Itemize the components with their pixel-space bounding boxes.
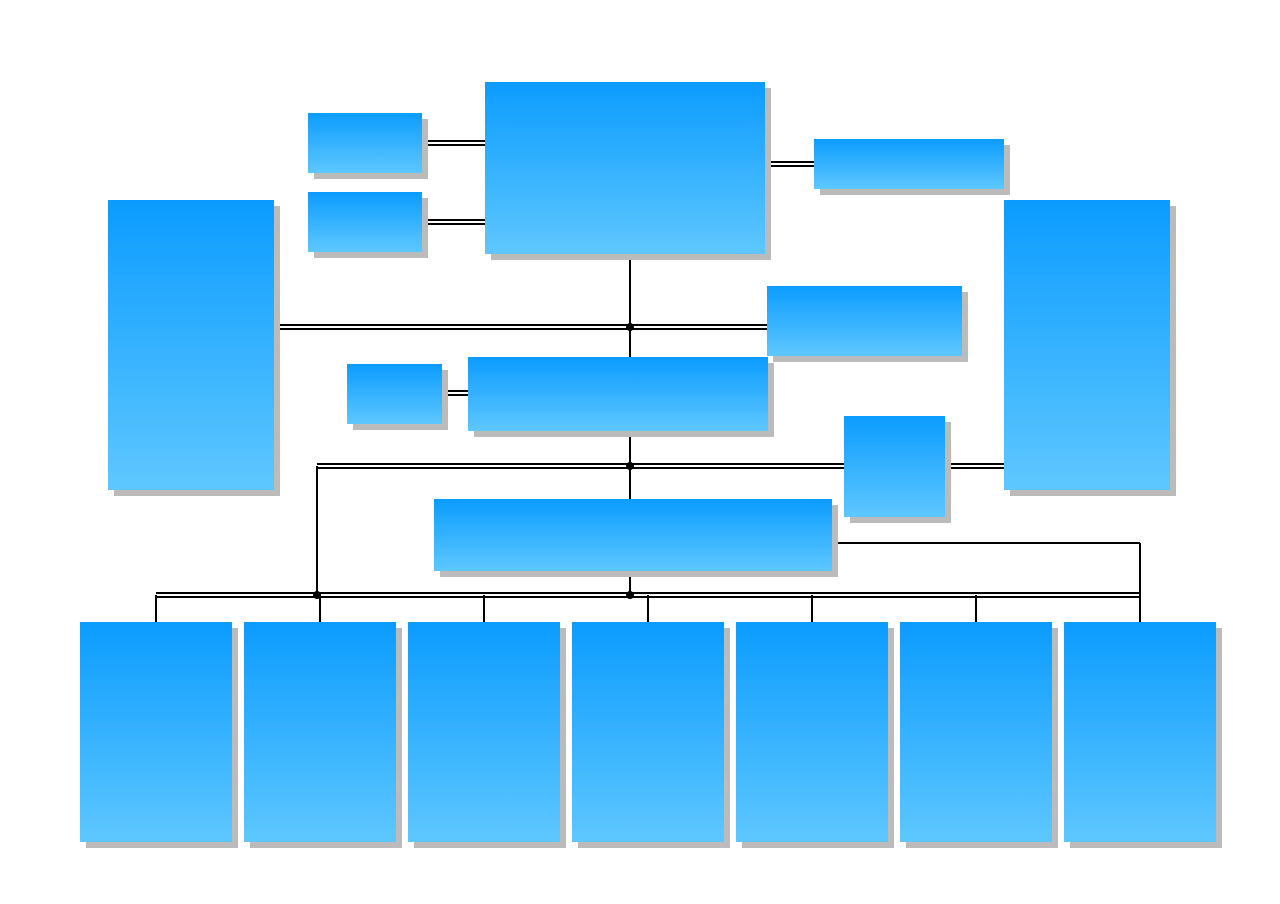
node-leaf-5 [736,622,888,842]
node-box [1064,622,1216,842]
node-left-tall [108,200,274,490]
node-box [900,622,1052,842]
node-box [244,622,396,842]
node-box [814,139,1004,189]
node-box [844,416,945,517]
node-mid-right-a [767,286,962,356]
node-mid-left-small [347,364,442,424]
node-lower-bar [434,499,832,571]
node-top-left-a [308,113,422,173]
node-box [347,364,442,424]
node-mid-center [468,357,768,431]
node-leaf-7 [1064,622,1216,842]
node-box [308,113,422,173]
node-leaf-1 [80,622,232,842]
node-box [468,357,768,431]
node-leaf-6 [900,622,1052,842]
org-chart-canvas [0,0,1280,904]
node-top-right-bar [814,139,1004,189]
node-box [572,622,724,842]
node-box [1004,200,1170,490]
node-box [108,200,274,490]
node-box [434,499,832,571]
node-leaf-4 [572,622,724,842]
node-top-main [485,82,765,254]
node-box [736,622,888,842]
node-top-left-b [308,192,422,252]
node-box [80,622,232,842]
node-box [485,82,765,254]
node-box [308,192,422,252]
node-mid-right-sq [844,416,945,517]
node-leaf-3 [408,622,560,842]
node-right-tall [1004,200,1170,490]
node-box [767,286,962,356]
node-leaf-2 [244,622,396,842]
node-box [408,622,560,842]
